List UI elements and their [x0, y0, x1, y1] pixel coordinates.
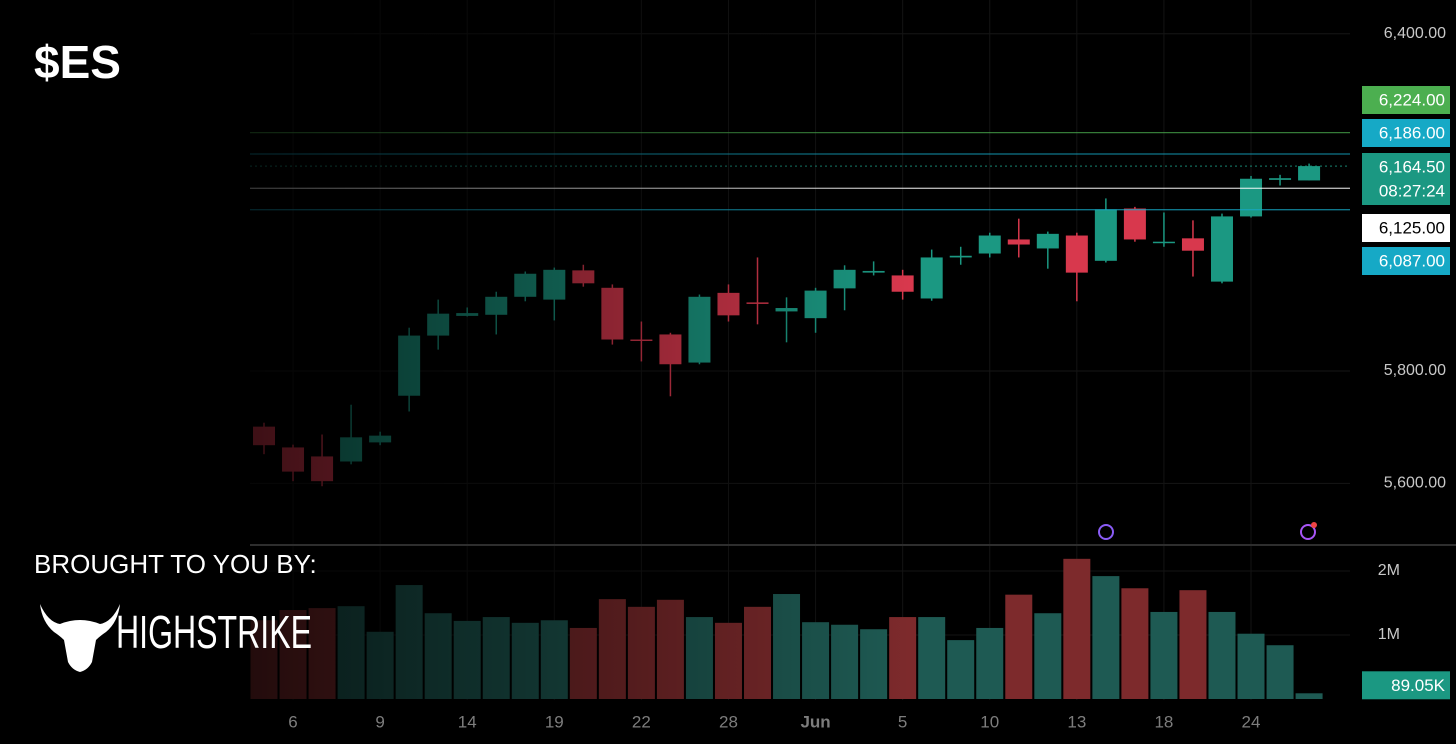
x-tick-label: 19 [545, 712, 564, 731]
volume-bar [1295, 693, 1323, 699]
candle-body [920, 257, 943, 299]
candle-body [1269, 178, 1292, 180]
volume-bar [947, 640, 975, 699]
fade-overlay [250, 0, 910, 700]
volume-bar [976, 627, 1004, 699]
event-dot [1311, 522, 1317, 528]
volume-bar [1150, 611, 1178, 699]
x-tick-label: Jun [800, 712, 830, 731]
volume-bar [1208, 611, 1236, 699]
event-icon[interactable] [1098, 524, 1114, 540]
x-tick-label: 22 [632, 712, 651, 731]
price-tag-label: 6,164.50 [1379, 157, 1445, 176]
x-tick-label: 28 [719, 712, 738, 731]
x-tick-label: 18 [1154, 712, 1173, 731]
volume-bar [1237, 633, 1265, 699]
x-tick-label: 24 [1242, 712, 1261, 731]
volume-bar [1063, 558, 1091, 699]
volume-bar [1034, 613, 1062, 699]
price-tag-label: 6,186.00 [1379, 123, 1445, 142]
candle-body [1298, 166, 1321, 181]
candle-body [949, 255, 972, 258]
candle-body [1210, 216, 1233, 282]
volume-bar [1005, 594, 1033, 699]
price-tag [1362, 153, 1450, 205]
price-tag [1362, 86, 1450, 114]
candle-body [1036, 233, 1059, 249]
candle-body [1123, 208, 1146, 240]
x-tick-label: 14 [458, 712, 477, 731]
price-tag [1362, 119, 1450, 147]
brand-caption: BROUGHT TO YOU BY: [34, 549, 317, 579]
volume-bar [918, 617, 946, 699]
volume-bar [1266, 645, 1294, 699]
brand-name: HIGHSTRIKE [116, 606, 312, 658]
x-tick-label: 6 [288, 712, 297, 731]
price-tag-label: 6,224.00 [1379, 90, 1445, 109]
y-tick-label: 6,400.00 [1384, 25, 1446, 42]
x-tick-label: 5 [898, 712, 907, 731]
price-tag-label: 6,087.00 [1379, 251, 1445, 270]
candle-body [1065, 235, 1088, 273]
candle-body [1181, 238, 1204, 251]
x-tick-label: 9 [375, 712, 384, 731]
volume-bar [1092, 576, 1120, 699]
candle-body [1152, 241, 1175, 244]
candle-body [978, 235, 1001, 254]
brand-logo [40, 604, 120, 672]
price-tag [1362, 214, 1450, 242]
event-icon[interactable] [1300, 524, 1316, 540]
price-tag [1362, 247, 1450, 275]
candle-body [1094, 209, 1117, 261]
volume-tag-label: 89.05K [1391, 676, 1446, 695]
y2-tick-label: 2M [1378, 562, 1400, 579]
candle-body [1240, 178, 1263, 217]
x-tick-label: 13 [1067, 712, 1086, 731]
candle-body [1007, 239, 1030, 245]
volume-bar [1179, 590, 1207, 699]
chart-title: $ES [34, 36, 121, 88]
y2-tick-label: 1M [1378, 626, 1400, 643]
countdown-label: 08:27:24 [1379, 181, 1445, 200]
x-tick-label: 10 [980, 712, 999, 731]
y-tick-label: 5,800.00 [1384, 362, 1446, 379]
y-tick-label: 5,600.00 [1384, 475, 1446, 492]
volume-bar [1121, 588, 1149, 699]
volume-tag [1362, 671, 1450, 700]
price-tag-label: 6,125.00 [1379, 218, 1445, 237]
